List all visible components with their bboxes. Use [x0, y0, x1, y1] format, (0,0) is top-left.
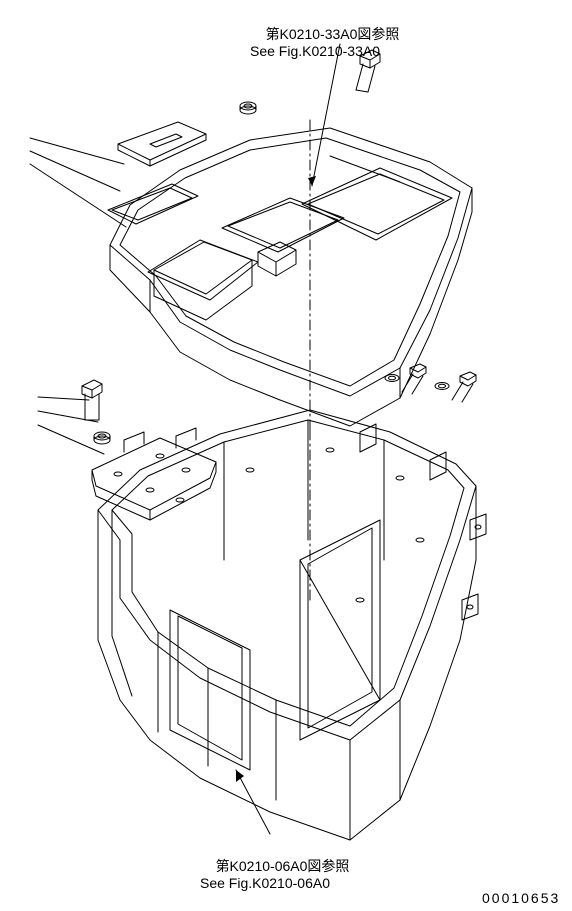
annotation-bottom-jp: 第K0210-06A0図参照 — [216, 858, 350, 874]
diagram-drawing — [0, 0, 572, 911]
annotation-bottom-en: See Fig.K0210-06A0 — [200, 875, 330, 891]
diagram-page: 第K0210-33A0図参照 See Fig.K0210-33A0 第K0210… — [0, 0, 572, 911]
annotation-top-jp: 第K0210-33A0図参照 — [266, 26, 400, 42]
annotation-bottom: 第K0210-06A0図参照 See Fig.K0210-06A0 — [200, 840, 349, 910]
annotation-top: 第K0210-33A0図参照 See Fig.K0210-33A0 — [250, 8, 399, 78]
document-id: 00010653 — [482, 890, 560, 906]
annotation-top-en: See Fig.K0210-33A0 — [250, 43, 380, 59]
